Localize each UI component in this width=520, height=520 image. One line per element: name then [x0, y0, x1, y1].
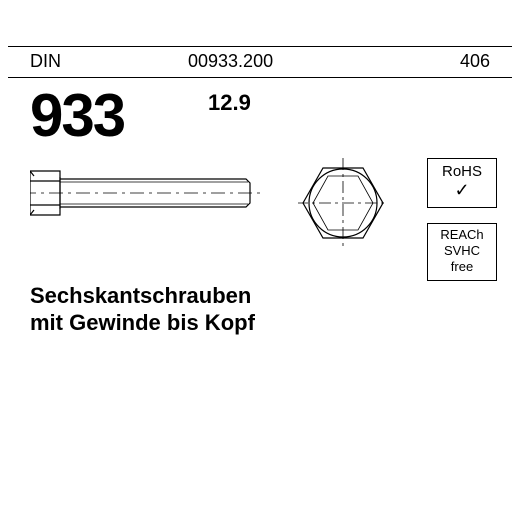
reach-line3: free [428, 259, 496, 275]
header-article: 00933.200 [188, 51, 273, 72]
rohs-badge: RoHS ✓ [427, 158, 497, 208]
rohs-label: RoHS [428, 163, 496, 180]
reach-line1: REACh [428, 227, 496, 243]
reach-badge: REACh SVHC free [427, 223, 497, 281]
description-line2: mit Gewinde bis Kopf [30, 310, 255, 336]
strength-grade: 12.9 [208, 90, 251, 116]
standard-number: 933 [30, 81, 124, 150]
header-code: 406 [460, 51, 490, 72]
rohs-check-icon: ✓ [428, 180, 496, 200]
bolt-side-view [30, 153, 290, 253]
reach-line2: SVHC [428, 243, 496, 259]
header-row: DIN 00933.200 406 [8, 46, 512, 78]
bolt-front-view [298, 153, 388, 253]
header-standard: DIN [30, 51, 61, 72]
description-line1: Sechskantschrauben [30, 283, 251, 309]
